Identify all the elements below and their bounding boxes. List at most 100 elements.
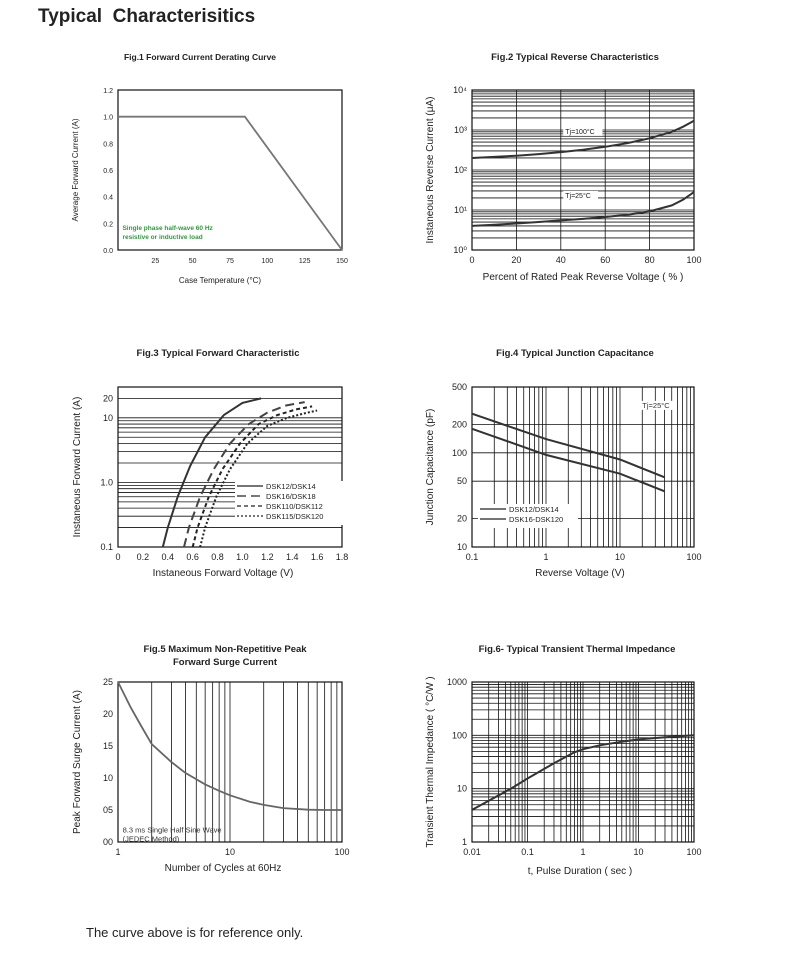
fig3-legend-label: DSK110/DSK112 [266,502,323,511]
fig3-series-line-3 [191,405,313,548]
fig4-y-tick-label: 500 [452,382,467,392]
fig2-title: Fig.2 Typical Reverse Characteristics [491,52,659,63]
fig1-x-tick-label: 25 [151,258,159,265]
fig4-y-tick-label: 100 [452,448,467,458]
fig6-x-tick-label: 0.1 [521,847,534,857]
fig4-chart: 0.1 1 10 100 10 20 50 100 200 500 Tj=25°C DSK12/DSK… [425,348,702,579]
fig1-y-tick-label: 0.2 [103,221,113,228]
fig5-y-tick-label: 00 [103,837,113,847]
fig2-plot-frame [471,89,695,251]
fig3-x-tick-label: 0.4 [162,552,175,562]
fig5-chart: 1 10 100 00 05 10 15 20 25 8.3 ms Single Half Sin… [72,644,350,874]
fig6-y-axis-label: Transient Thermal Impedance ( °C/W ) [425,676,436,847]
fig6-x-tick-label: 10 [633,847,643,857]
fig2-x-tick-label: 40 [556,255,566,265]
fig2-y-axis-label: Instaneous Reverse Current (μA) [425,97,436,244]
fig5-subtitle: Forward Surge Current [173,657,278,668]
fig5-y-tick-label: 10 [103,773,113,783]
fig2-series-line-2 [471,191,695,227]
fig3-title: Fig.3 Typical Forward Characteristic [137,348,300,359]
fig3-x-axis-label: Instaneous Forward Voltage (V) [153,568,294,579]
fig3-x-tick-label: 0.8 [211,552,224,562]
fig1-y-tick-label: 0.6 [103,168,113,175]
fig3-chart: 0 0.2 0.4 0.6 0.8 1.0 1.2 1.4 1.6 1.8 0.1 1.0 10 20 DS… [72,348,348,579]
fig3-x-tick-label: 1.4 [286,552,299,562]
fig2-y-tick-label: 10⁴ [453,85,467,95]
fig6-plot-frame [471,681,695,843]
fig5-grid [151,682,338,842]
fig3-legend-label: DSK16/DSK18 [266,492,316,501]
fig4-x-tick-label: 1 [543,552,548,562]
fig3-series-line-4 [199,409,318,548]
fig1-chart: 25 50 75 100 125 150 0.0 0.2 0.4 0.6 0.8 1.0 1.2 Sing… [71,52,348,285]
fig6-chart: 0.01 0.1 1 10 100 1 10 100 1000 Fig.6- Typical Tr… [425,644,702,877]
fig6-x-tick-label: 0.01 [463,847,481,857]
fig5-y-tick-label: 05 [103,805,113,815]
fig5-y-tick-label: 20 [103,709,113,719]
fig6-series-line-1 [471,734,695,811]
fig2-series-line-1 [471,119,695,159]
fig1-y-tick-label: 1.0 [103,115,113,122]
fig1-annotation-text: resistive or inductive load [122,234,202,241]
fig6-y-tick-label: 100 [452,730,467,740]
fig5-x-tick-label: 100 [334,847,349,857]
fig5-y-axis-label: Peak Forward Surge Current (A) [72,690,83,834]
fig3-y-tick-label: 1.0 [100,477,113,487]
fig5-title: Fig.5 Maximum Non-Repetitive Peak [143,644,307,655]
footer-note: The curve above is for reference only. [86,925,304,940]
fig2-series-label-bg [563,190,599,200]
fig3-x-tick-label: 1.0 [236,552,249,562]
fig2-y-tick-label: 10¹ [454,205,467,215]
fig1-x-tick-label: 125 [299,258,311,265]
fig1-y-tick-label: 0.4 [103,195,113,202]
fig4-x-tick-label: 100 [686,552,701,562]
fig1-x-axis-label: Case Temperature (°C) [179,276,262,285]
fig1-x-tick-label: 100 [261,258,273,265]
fig5-annotation-text: (JEDEC Method) [123,834,180,843]
fig6-x-axis-label: t, Pulse Duration ( sec ) [528,866,632,877]
fig2-chart: 0 20 40 60 80 100 10⁰ 10¹ 10² 10³ 10⁴ Tj=100°C Tj=25… [425,52,702,283]
fig5-x-axis-label: Number of Cycles at 60Hz [165,863,282,874]
fig4-legend-label: DSK12/DSK14 [509,505,559,514]
fig1-title: Fig.1 Forward Current Derating Curve [124,52,276,62]
fig3-legend-label: DSK115/DSK120 [266,512,323,521]
fig3-y-axis-label: Instaneous Forward Current (A) [72,397,83,538]
fig3-series-line-2 [183,401,305,548]
fig2-x-tick-label: 80 [645,255,655,265]
fig3-legend-bg [235,481,343,525]
fig6-grid [472,682,694,842]
fig4-title: Fig.4 Typical Junction Capacitance [496,348,654,359]
fig5-x-tick-label: 1 [115,847,120,857]
fig3-y-tick-label: 0.1 [100,542,113,552]
fig1-plot-frame [117,89,343,251]
fig3-y-tick-label: 20 [103,393,113,403]
fig4-legend-bg [478,504,578,528]
fig2-series-label: Tj=100°C [565,128,594,136]
fig2-x-tick-label: 20 [511,255,521,265]
fig4-annotation-bg [640,400,676,410]
fig2-y-tick-label: 10² [454,165,467,175]
fig6-x-tick-label: 100 [686,847,701,857]
fig1-y-axis-label: Average Forward Current (A) [71,118,80,221]
fig4-legend-label: DSK16-DSK120 [509,515,563,524]
fig4-series-line-2 [471,427,665,493]
fig2-y-tick-label: 10³ [454,125,467,135]
fig1-y-tick-label: 0.8 [103,141,113,148]
fig4-x-tick-label: 10 [615,552,625,562]
fig4-x-tick-label: 0.1 [466,552,479,562]
fig4-annotation-text: Tj=25°C [642,401,670,410]
fig4-series-line-1 [471,412,665,479]
fig6-y-tick-label: 1 [462,837,467,847]
fig3-legend-label: DSK12/DSK14 [266,482,316,491]
fig3-x-tick-label: 1.8 [336,552,349,562]
fig6-y-tick-label: 10 [457,784,467,794]
fig2-grid [472,90,694,250]
fig4-y-tick-label: 50 [457,476,467,486]
fig5-annotation-text: 8.3 ms Single Half Sine Wave [123,825,222,834]
fig5-y-tick-label: 25 [103,677,113,687]
fig4-y-tick-label: 200 [452,419,467,429]
fig6-x-tick-label: 1 [580,847,585,857]
fig3-x-tick-label: 1.6 [311,552,324,562]
fig2-series-label: Tj=25°C [565,192,591,200]
fig1-x-tick-label: 50 [189,258,197,265]
